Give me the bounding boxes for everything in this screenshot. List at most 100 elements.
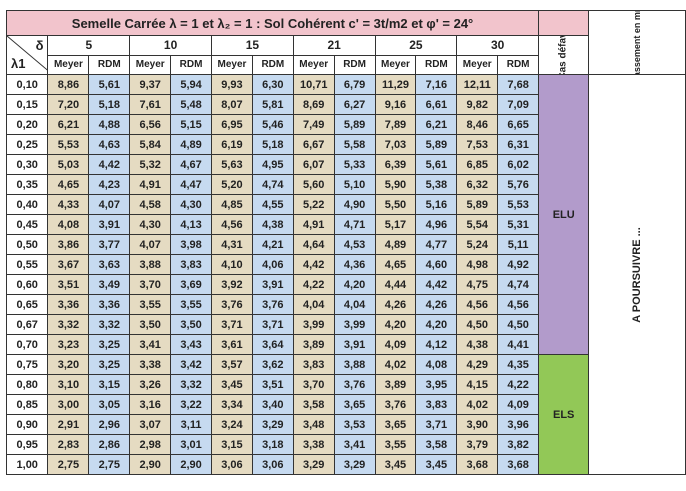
table-row: 0,25 5,53 4,63 5,84 4,89 6,19 5,18 6,67 5,58 7,03…: [5, 134, 686, 155]
meyer-value: 6,95: [210, 114, 253, 135]
elu-cell: ELU: [538, 74, 590, 355]
rdm-value: 4,53: [333, 234, 376, 255]
meyer-value: 4,31: [210, 234, 253, 255]
rdm-value: 5,18: [88, 94, 131, 115]
rdm-value: 4,90: [333, 194, 376, 215]
lambda-value: 0,10: [5, 74, 49, 95]
lambda-value: 0,70: [5, 334, 49, 355]
rdm-value: 3,77: [88, 234, 131, 255]
meyer-value: 4,85: [210, 194, 253, 215]
table-row: 0,60 3,51 3,49 3,70 3,69 3,92 3,91 4,22 4,20 4,44…: [5, 274, 686, 295]
meyer-value: 3,57: [210, 354, 253, 375]
meyer-value: 5,90: [374, 174, 417, 195]
meyer-value: 3,89: [374, 374, 417, 395]
rdm-value: 5,61: [415, 154, 458, 175]
table-row: 1,00 2,75 2,75 2,90 2,90 3,06 3,06 3,29 3,29 3,45…: [5, 454, 686, 475]
rdm-value: 4,09: [497, 394, 540, 415]
rdm-value: 3,76: [251, 294, 294, 315]
rdm-value: 3,51: [251, 374, 294, 395]
meyer-value: 4,58: [129, 194, 172, 215]
meyer-value: 5,53: [47, 134, 90, 155]
meyer-value: 3,06: [210, 454, 253, 475]
meyer-value: 7,49: [292, 114, 335, 135]
rdm-value: 3,22: [170, 394, 212, 415]
rdm-value: 4,71: [333, 214, 376, 235]
meyer-value: 8,69: [292, 94, 335, 115]
table-row: 0,65 3,36 3,36 3,55 3,55 3,76 3,76 4,04 4,04 4,26…: [5, 294, 686, 315]
meyer-value: 3,65: [374, 414, 417, 435]
rdm-value: 3,83: [415, 394, 458, 415]
rdm-value: 6,61: [415, 94, 458, 115]
table-row: 0,35 4,65 4,23 4,91 4,47 5,20 4,74 5,60 5,10 5,90…: [5, 174, 686, 195]
rdm-value: 3,91: [88, 214, 131, 235]
rdm-value: 4,35: [497, 354, 540, 375]
meyer-value: 3,79: [456, 434, 499, 455]
meyer-value: 3,00: [47, 394, 90, 415]
table-title: Semelle Carrée λ = 1 et λ₂ = 1 : Sol Coh…: [5, 10, 540, 36]
meyer-value: 7,20: [47, 94, 90, 115]
meyer-value: 5,32: [129, 154, 172, 175]
meyer-value: 4,09: [374, 334, 417, 355]
meyer-value: 3,34: [210, 394, 253, 415]
rdm-value: 4,56: [497, 294, 540, 315]
lambda-value: 0,35: [5, 174, 49, 195]
rdm-value: 5,10: [333, 174, 376, 195]
meyer-value: 4,30: [129, 214, 172, 235]
rdm-value: 3,29: [333, 454, 376, 475]
meyer-value: 3,26: [129, 374, 172, 395]
meyer-value: 3,90: [456, 414, 499, 435]
rdm-value: 3,45: [415, 454, 458, 475]
rdm-value: 3,63: [88, 254, 131, 275]
meyer-value: 3,07: [129, 414, 172, 435]
meyer-value: 3,10: [47, 374, 90, 395]
meyer-value: 4,02: [456, 394, 499, 415]
rdm-value: 3,29: [251, 414, 294, 435]
rdm-value: 6,79: [333, 74, 376, 95]
meyer-value: 3,50: [129, 314, 172, 335]
meyer-value: 3,68: [456, 454, 499, 475]
meyer-value: 4,15: [456, 374, 499, 395]
meyer-value: 3,89: [292, 334, 335, 355]
meyer-value: 3,51: [47, 274, 90, 295]
meyer-value: 4,64: [292, 234, 335, 255]
rdm-value: 5,38: [415, 174, 458, 195]
title-filler: [538, 10, 590, 36]
rdm-value: 4,47: [170, 174, 212, 195]
rdm-value: 4,36: [333, 254, 376, 275]
meyer-value: 4,08: [47, 214, 90, 235]
rdm-value: 4,12: [415, 334, 458, 355]
meyer-value: 4,29: [456, 354, 499, 375]
rdm-value: 6,65: [497, 114, 540, 135]
corner-cell: δ λ1: [5, 35, 49, 75]
rdm-value: 4,21: [251, 234, 294, 255]
rdm-value: 3,32: [170, 374, 212, 395]
lambda-value: 0,45: [5, 214, 49, 235]
rdm-value: 3,11: [170, 414, 212, 435]
rdm-value: 5,58: [333, 134, 376, 155]
rdm-value: 5,15: [170, 114, 212, 135]
table-row: 0,80 3,10 3,15 3,26 3,32 3,45 3,51 3,70 3,76 3,89…: [5, 374, 686, 395]
meyer-value: 6,85: [456, 154, 499, 175]
rdm-value: 4,55: [251, 194, 294, 215]
rdm-value: 4,95: [251, 154, 294, 175]
meyer-value: 2,75: [47, 454, 90, 475]
meyer-value: 3,16: [129, 394, 172, 415]
rdm-value: 3,32: [88, 314, 131, 335]
meyer-value: 3,83: [292, 354, 335, 375]
rdm-value: 6,21: [415, 114, 458, 135]
meyer-value: 8,07: [210, 94, 253, 115]
delta-header: 10: [129, 35, 212, 56]
meyer-value: 4,98: [456, 254, 499, 275]
lambda-value: 0,67: [5, 314, 49, 335]
delta-label: δ: [35, 38, 44, 53]
meyer-value: 5,89: [456, 194, 499, 215]
rdm-column-header: RDM: [170, 54, 212, 75]
meyer-value: 6,39: [374, 154, 417, 175]
meyer-column-header: Meyer: [374, 54, 417, 75]
meyer-value: 5,22: [292, 194, 335, 215]
table-row: 0,85 3,00 3,05 3,16 3,22 3,34 3,40 3,58 3,65 3,76…: [5, 394, 686, 415]
lambda-value: 0,40: [5, 194, 49, 215]
meyer-value: 6,56: [129, 114, 172, 135]
table-row: 0,70 3,23 3,25 3,41 3,43 3,61 3,64 3,89 3,91 4,09…: [5, 334, 686, 355]
rdm-value: 4,63: [88, 134, 131, 155]
